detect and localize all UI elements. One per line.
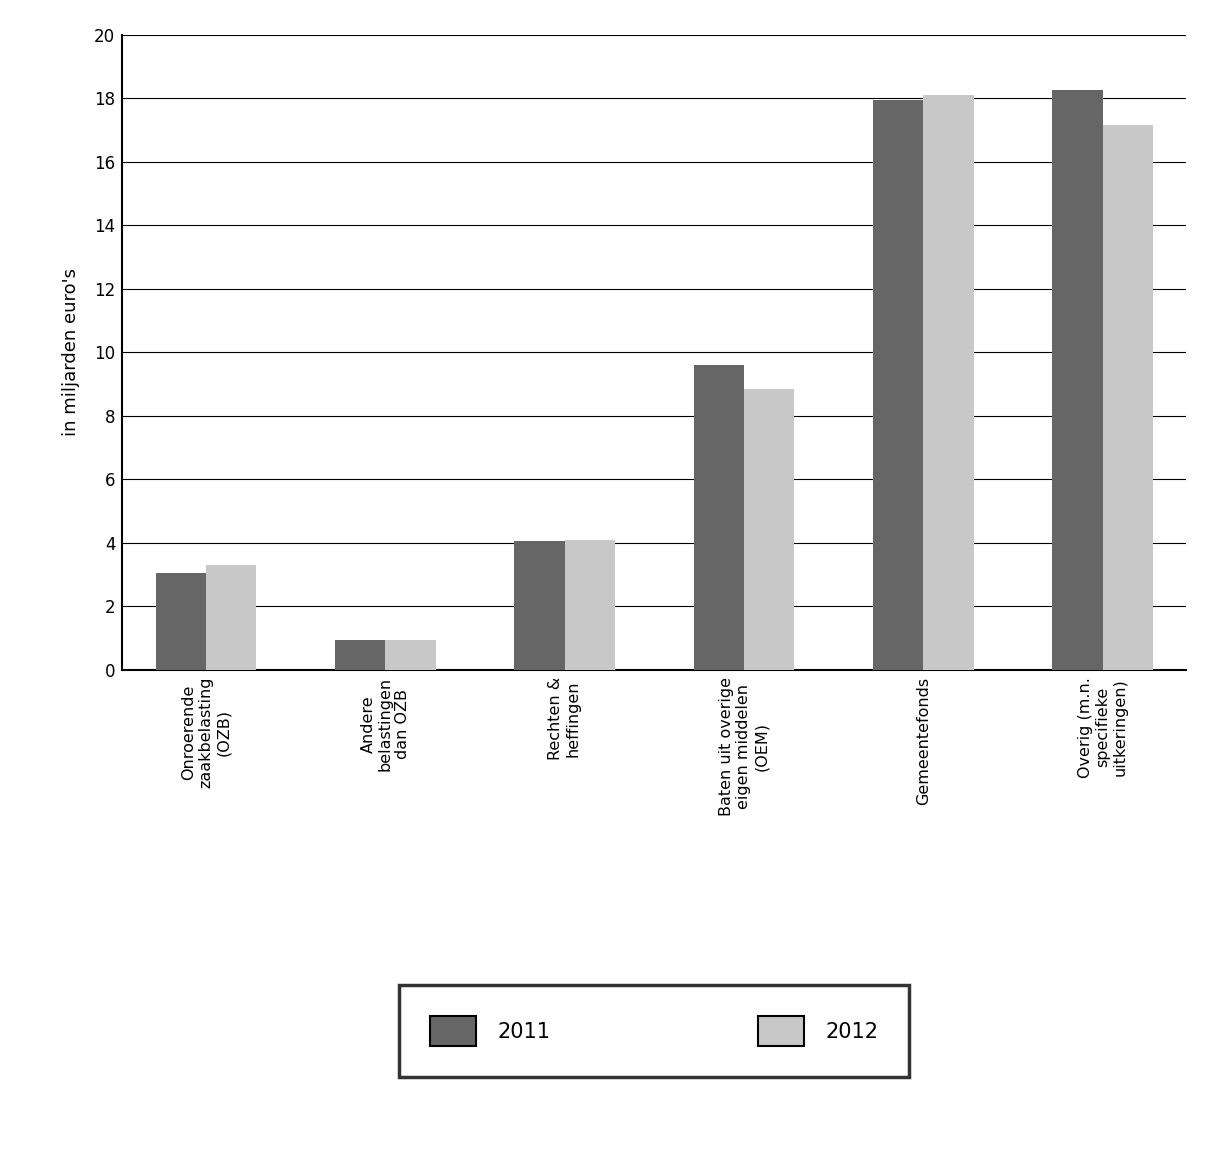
Bar xyxy=(515,542,565,670)
Bar xyxy=(1053,90,1103,670)
Bar xyxy=(565,539,615,670)
Bar xyxy=(873,99,923,670)
Bar xyxy=(335,640,385,670)
Bar xyxy=(1103,125,1153,670)
Bar xyxy=(923,95,974,670)
Bar xyxy=(693,365,744,670)
Bar xyxy=(744,389,794,670)
Bar xyxy=(155,573,205,670)
Bar xyxy=(205,565,256,670)
Y-axis label: in miljarden euro's: in miljarden euro's xyxy=(62,268,81,437)
Bar xyxy=(385,640,435,670)
Legend: 2011, 2012: 2011, 2012 xyxy=(399,985,910,1078)
